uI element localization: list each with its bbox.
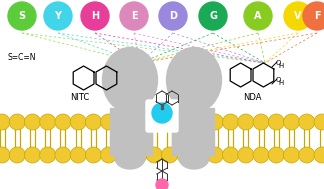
Text: H: H [91, 11, 99, 21]
Circle shape [207, 114, 223, 130]
Ellipse shape [167, 47, 222, 112]
Polygon shape [110, 108, 152, 155]
Circle shape [40, 147, 56, 163]
Text: V: V [294, 11, 302, 21]
Circle shape [116, 147, 132, 163]
Circle shape [238, 147, 254, 163]
Circle shape [9, 147, 25, 163]
Circle shape [70, 114, 86, 130]
Circle shape [177, 114, 193, 130]
Circle shape [223, 147, 238, 163]
Text: S: S [18, 11, 26, 21]
Text: NITC: NITC [70, 93, 90, 102]
Circle shape [120, 2, 148, 30]
Circle shape [238, 114, 254, 130]
Circle shape [146, 147, 162, 163]
Circle shape [81, 2, 109, 30]
Text: H: H [278, 63, 283, 69]
Circle shape [284, 114, 299, 130]
Circle shape [156, 179, 168, 189]
Circle shape [314, 147, 324, 163]
Circle shape [192, 114, 208, 130]
Text: G: G [209, 11, 217, 21]
Text: H: H [278, 80, 283, 86]
Circle shape [299, 114, 315, 130]
Circle shape [146, 114, 162, 130]
Circle shape [55, 147, 71, 163]
Circle shape [159, 2, 187, 30]
Text: O: O [276, 60, 281, 66]
Circle shape [131, 114, 147, 130]
Ellipse shape [179, 147, 209, 169]
Text: O: O [276, 77, 281, 83]
Circle shape [8, 2, 36, 30]
Circle shape [25, 114, 40, 130]
Ellipse shape [102, 47, 157, 112]
Circle shape [268, 147, 284, 163]
Text: Y: Y [54, 11, 62, 21]
Polygon shape [172, 108, 214, 155]
Circle shape [162, 114, 178, 130]
Circle shape [299, 147, 315, 163]
Circle shape [199, 2, 227, 30]
Circle shape [253, 114, 269, 130]
Text: F: F [314, 11, 320, 21]
Text: D: D [169, 11, 177, 21]
Circle shape [303, 2, 324, 30]
Circle shape [268, 114, 284, 130]
Circle shape [86, 114, 101, 130]
Circle shape [0, 114, 10, 130]
FancyBboxPatch shape [146, 100, 178, 132]
Circle shape [152, 103, 172, 123]
Circle shape [0, 147, 10, 163]
Circle shape [223, 114, 238, 130]
Circle shape [284, 2, 312, 30]
Circle shape [177, 147, 193, 163]
Text: NDA: NDA [243, 93, 261, 102]
Circle shape [9, 114, 25, 130]
Text: E: E [131, 11, 137, 21]
Circle shape [192, 147, 208, 163]
Circle shape [70, 147, 86, 163]
Circle shape [86, 147, 101, 163]
Circle shape [101, 114, 117, 130]
Circle shape [284, 147, 299, 163]
Text: S=C=N: S=C=N [8, 53, 37, 63]
Circle shape [101, 147, 117, 163]
Circle shape [314, 114, 324, 130]
Circle shape [44, 2, 72, 30]
Ellipse shape [115, 147, 145, 169]
Circle shape [244, 2, 272, 30]
Circle shape [207, 147, 223, 163]
Circle shape [162, 147, 178, 163]
Circle shape [131, 147, 147, 163]
Circle shape [116, 114, 132, 130]
Circle shape [25, 147, 40, 163]
Circle shape [40, 114, 56, 130]
Circle shape [55, 114, 71, 130]
Text: A: A [254, 11, 262, 21]
Circle shape [253, 147, 269, 163]
